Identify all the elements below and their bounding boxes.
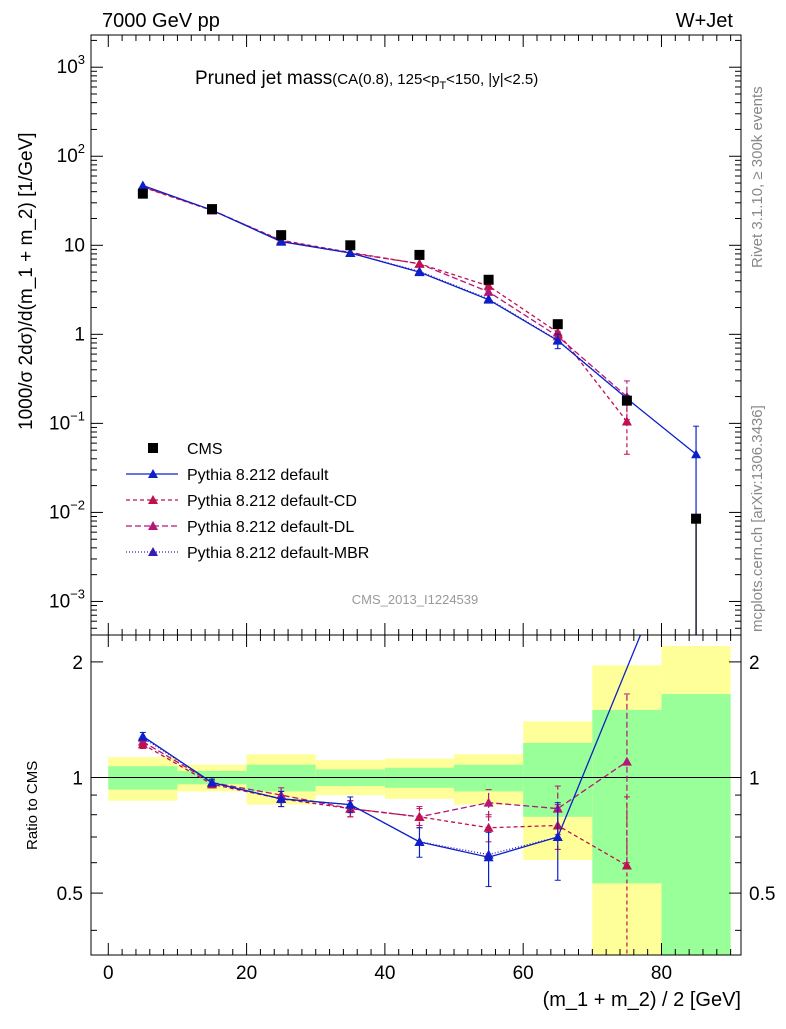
- legend-label-default: Pythia 8.212 default: [187, 467, 329, 484]
- watermark: CMS_2013_I1224539: [352, 592, 479, 607]
- ratio-point-dl: [483, 797, 494, 807]
- ratio-y-label-right: 0.5: [749, 884, 775, 905]
- y-tick-label: 10−3: [49, 586, 85, 612]
- ratio-point-default: [345, 799, 356, 809]
- y-tick-label: 103: [57, 52, 85, 78]
- legend-label-dl: Pythia 8.212 default-DL: [187, 519, 354, 536]
- header-right: W+Jet: [676, 10, 734, 32]
- cms-point: [207, 204, 218, 215]
- ratio-y-label-left: 0.5: [57, 884, 83, 905]
- cms-point: [137, 188, 148, 199]
- series-line-mbr: [142, 185, 628, 400]
- main-ylabel: 1000/σ 2dσ)/d(m_1 + m_2) [1/GeV]: [16, 132, 37, 430]
- ratio-point-default: [414, 836, 425, 846]
- ratio-point-cd: [483, 822, 494, 832]
- series-line-cd: [142, 186, 628, 422]
- x-tick-label: 80: [651, 963, 672, 984]
- y-tick-base: 10: [57, 57, 78, 78]
- ratio-y-label-left: 1: [72, 769, 83, 790]
- x-tick-label: 0: [103, 963, 114, 984]
- ratio-y-label-right: 2: [749, 653, 760, 674]
- point-cd: [621, 416, 632, 426]
- cms-point: [552, 319, 563, 330]
- point-dl: [483, 286, 494, 296]
- ratio-point-default: [276, 793, 287, 803]
- ratio-point-cd: [621, 860, 632, 870]
- y-tick-exp: −3: [70, 586, 85, 601]
- band-green: [246, 764, 316, 792]
- x-tick-label: 20: [236, 963, 257, 984]
- y-tick-base: 10: [57, 146, 78, 167]
- point-cd: [483, 280, 494, 290]
- legend-marker-mbr: [148, 547, 158, 556]
- cms-point: [345, 240, 356, 251]
- ratio-point-cd: [137, 739, 148, 749]
- legend-marker-dl: [148, 521, 158, 530]
- y-tick-label: 10−1: [49, 408, 85, 434]
- legend-marker-cms: [148, 443, 158, 453]
- y-tick-exp: −1: [70, 408, 85, 423]
- point-default: [276, 236, 287, 246]
- ratio-xlabel: (m_1 + m_2) / 2 [GeV]: [543, 989, 741, 1011]
- legend-label-mbr: Pythia 8.212 default-MBR: [187, 545, 369, 562]
- y-tick-label: 102: [57, 141, 85, 167]
- ratio-line-cd: [142, 743, 628, 867]
- y-tick-base: 10: [49, 591, 70, 612]
- legend-label-cd: Pythia 8.212 default-CD: [187, 493, 357, 510]
- y-tick-label: 10−2: [49, 497, 85, 523]
- point-cd: [414, 258, 425, 268]
- point-default: [345, 247, 356, 257]
- header-left: 7000 GeV pp: [102, 10, 220, 32]
- legend-marker-default: [148, 469, 158, 478]
- ratio-point-default: [552, 831, 563, 841]
- ratio-point-default: [137, 731, 148, 741]
- y-tick-exp: 2: [78, 141, 85, 156]
- ratio-point-default: [483, 852, 494, 862]
- ratio-y-label-right: 1: [749, 769, 760, 790]
- point-default: [137, 180, 148, 190]
- y-tick-exp: 3: [78, 52, 85, 67]
- y-tick-base: 10: [49, 502, 70, 523]
- y-tick-exp: −2: [70, 497, 85, 512]
- cms-point: [414, 249, 425, 260]
- rivet-label: Rivet 3.1.10, ≥ 300k events: [749, 86, 766, 268]
- ratio-y-label-left: 2: [72, 653, 83, 674]
- point-default: [691, 449, 702, 459]
- band-green: [661, 693, 731, 955]
- x-tick-label: 60: [513, 963, 534, 984]
- legend: CMS Pythia 8.212 default Pythia 8.212 defa…: [126, 441, 369, 562]
- legend-marker-cd: [148, 495, 158, 504]
- ratio-panel: 0.5 0.51 12 20 20 40 60 80 Ratio to CMS (m_1 + …: [24, 634, 775, 1011]
- y-tick-label: 1: [74, 324, 85, 345]
- mcplots-label: mcplots.cern.ch [arXiv:1306.3436]: [749, 405, 766, 632]
- legend-label-cms: CMS: [187, 441, 223, 458]
- point-default: [483, 294, 494, 304]
- cms-point: [483, 274, 494, 285]
- point-default: [552, 335, 563, 345]
- ratio-point-dl: [621, 756, 632, 766]
- point-default: [414, 267, 425, 277]
- series-line-default: [142, 184, 697, 455]
- ratio-point-cd: [414, 811, 425, 821]
- plot-title: Pruned jet mass(CA(0.8), 125<pT<150, |y|…: [195, 68, 538, 92]
- band-green: [454, 764, 524, 792]
- x-tick-label: 40: [374, 963, 395, 984]
- ratio-ylabel: Ratio to CMS: [24, 761, 41, 850]
- cms-point: [621, 395, 632, 406]
- ratio-line-default: [142, 635, 642, 858]
- ratio-point-default: [207, 777, 218, 787]
- series-line-dl: [142, 186, 628, 398]
- y-tick-label: 10: [64, 235, 85, 256]
- y-tick-base: 10: [49, 413, 70, 434]
- cms-point: [691, 513, 702, 524]
- cms-point: [276, 230, 287, 241]
